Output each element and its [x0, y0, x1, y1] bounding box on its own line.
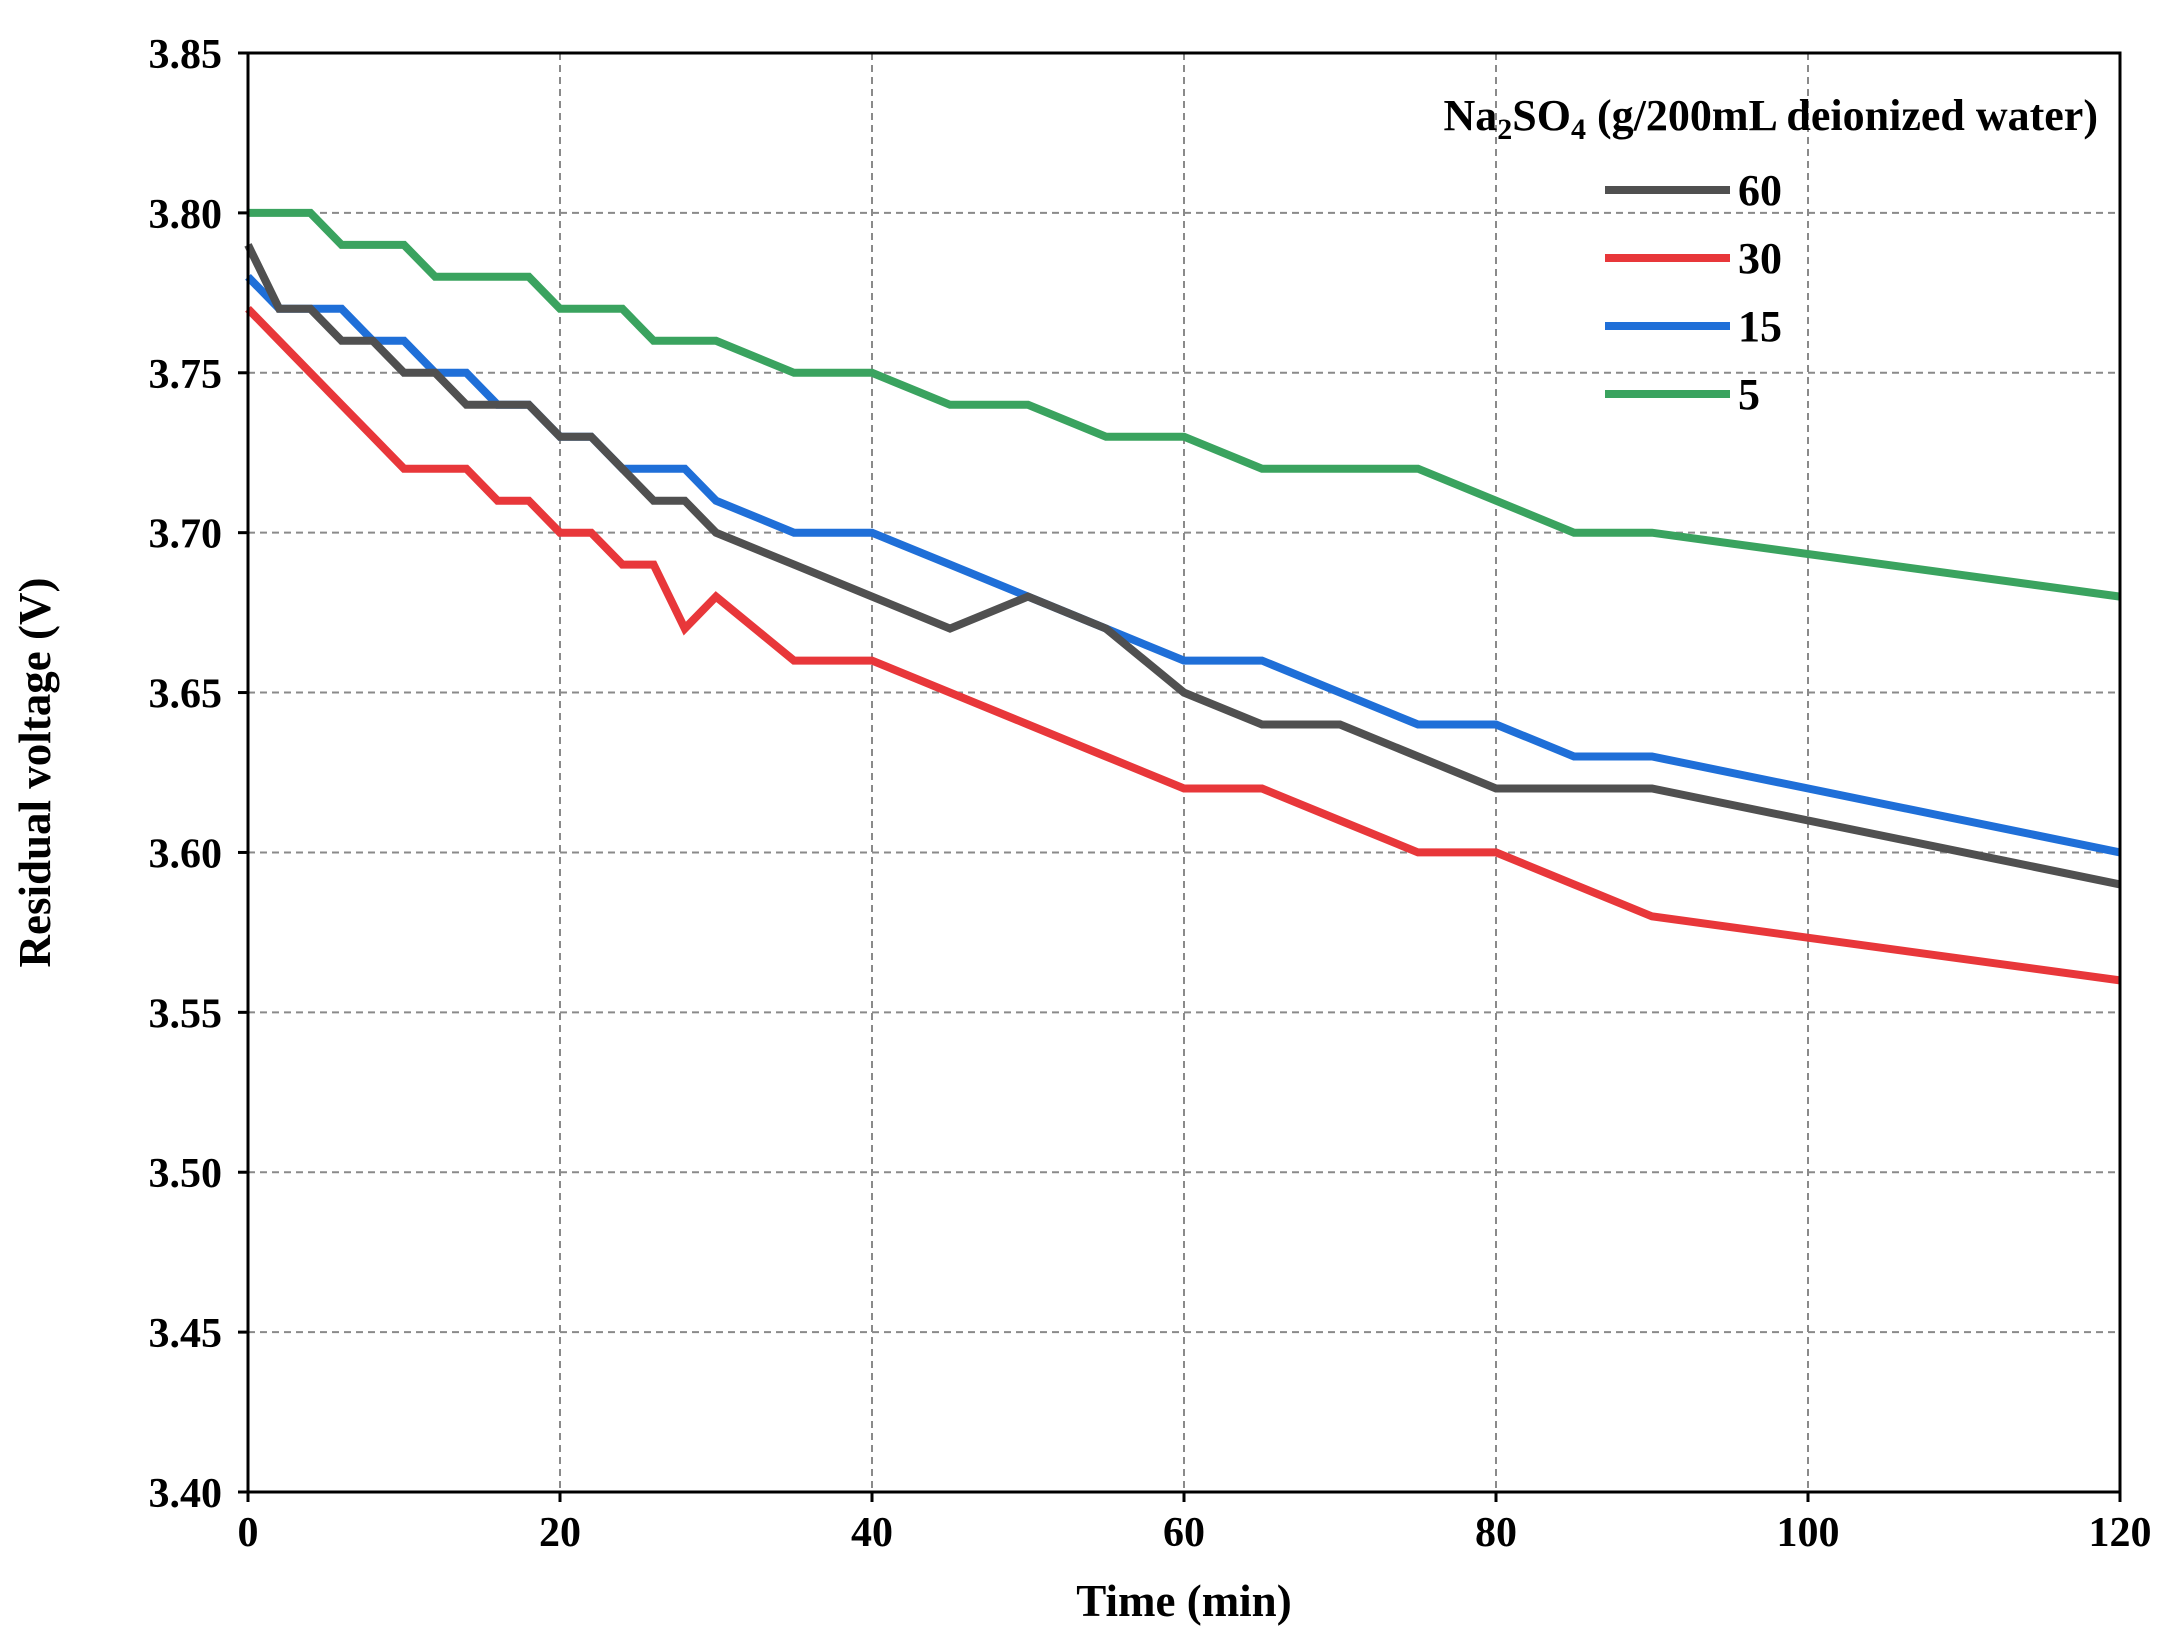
- legend-label-30: 30: [1738, 234, 1782, 283]
- legend-label-15: 15: [1738, 302, 1782, 351]
- y-tick-label: 3.55: [149, 991, 223, 1037]
- legend-title-na: Na: [1443, 91, 1497, 140]
- x-tick-label: 20: [539, 1510, 581, 1556]
- y-tick-label: 3.65: [149, 672, 223, 718]
- legend-title-sub2: 4: [1571, 113, 1586, 146]
- legend-title-so: SO: [1512, 91, 1571, 140]
- y-tick-label: 3.80: [149, 192, 223, 238]
- x-tick-label: 40: [851, 1510, 893, 1556]
- y-tick-label: 3.75: [149, 352, 223, 398]
- series-line-15: [245, 274, 2121, 857]
- y-axis-title: Residual voltage (V): [10, 578, 60, 968]
- legend-title-rest: (g/200mL deionized water): [1586, 91, 2098, 140]
- y-tick-label: 3.70: [149, 512, 223, 558]
- grid: [248, 53, 2120, 1492]
- series-line-60: [244, 243, 2121, 889]
- y-tick-label: 3.45: [149, 1311, 223, 1357]
- y-tick-label: 3.85: [149, 32, 223, 78]
- x-tick-label: 120: [2089, 1510, 2152, 1556]
- plot-series: [244, 208, 2121, 985]
- legend-label-60: 60: [1738, 166, 1782, 215]
- legend: Na2SO4 (g/200mL deionized water) 60 30 15 5: [1443, 91, 2098, 419]
- plot-frame: [246, 51, 2122, 1494]
- legend-title-sub1: 2: [1497, 113, 1512, 146]
- series-line-30: [245, 306, 2121, 985]
- x-tick-label: 0: [238, 1510, 259, 1556]
- x-tick-label: 80: [1475, 1510, 1517, 1556]
- series-line-5: [248, 208, 2121, 601]
- y-tick-label: 3.50: [149, 1151, 223, 1197]
- legend-entries: 60 30 15 5: [1605, 166, 1782, 419]
- x-tick-label: 100: [1777, 1510, 1840, 1556]
- x-axis-title: Time (min): [1076, 1576, 1291, 1626]
- y-tick-label: 3.40: [149, 1471, 223, 1517]
- legend-label-5: 5: [1738, 370, 1760, 419]
- y-tick-label: 3.60: [149, 831, 223, 877]
- x-tick-label: 60: [1163, 1510, 1205, 1556]
- legend-title: Na2SO4 (g/200mL deionized water): [1443, 91, 2098, 146]
- axis-ticks: 0 20 40 60 80 100 120 3.40 3.45 3.50 3.55 3.60 3.65 3…: [149, 32, 2152, 1556]
